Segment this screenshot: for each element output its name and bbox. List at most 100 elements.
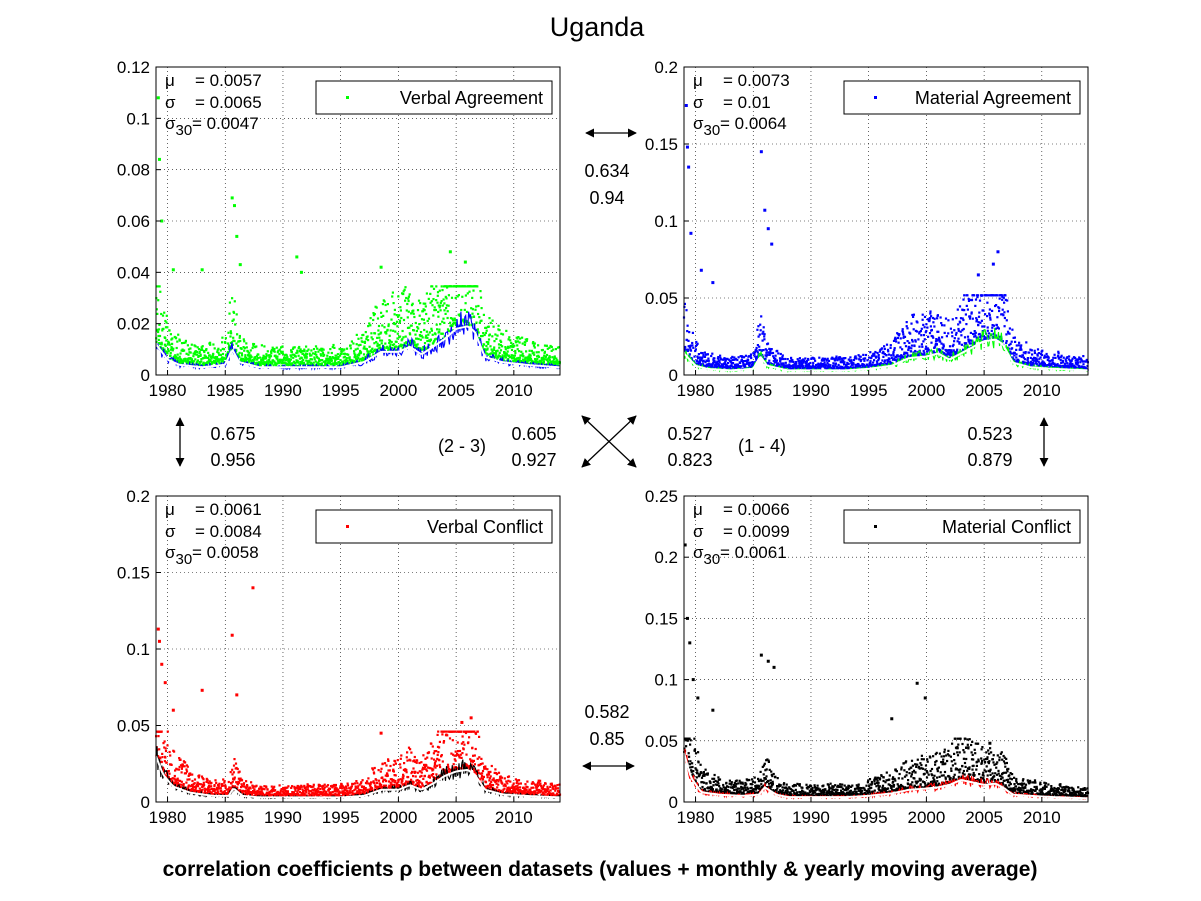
data-point <box>397 295 400 298</box>
data-point <box>231 785 234 788</box>
data-point <box>978 311 981 314</box>
data-point <box>453 758 456 761</box>
data-point <box>309 358 312 361</box>
data-point <box>212 352 215 355</box>
data-point <box>250 356 253 359</box>
data-point <box>337 792 340 795</box>
data-point <box>768 352 771 355</box>
data-point <box>443 768 446 771</box>
data-point <box>355 343 358 346</box>
x-tick-label: 2005 <box>437 381 475 400</box>
data-point <box>701 352 704 355</box>
data-point <box>322 791 325 794</box>
outlier-point <box>685 145 689 149</box>
data-point <box>223 780 226 783</box>
data-point <box>203 363 206 366</box>
data-point <box>838 358 841 361</box>
data-point <box>779 366 782 369</box>
data-point <box>155 308 158 311</box>
data-point <box>411 302 414 305</box>
data-point <box>267 354 270 357</box>
data-point <box>989 316 992 319</box>
data-point <box>252 344 255 347</box>
data-point <box>454 730 457 733</box>
data-point <box>892 352 895 355</box>
data-point <box>963 309 966 312</box>
data-point <box>413 315 416 319</box>
data-point <box>853 356 856 360</box>
data-point <box>245 787 248 790</box>
data-point <box>326 354 329 357</box>
data-point <box>337 357 340 360</box>
data-point <box>805 361 808 364</box>
data-point <box>788 363 791 366</box>
data-point <box>452 321 455 324</box>
data-point <box>231 297 234 300</box>
data-point <box>456 750 460 753</box>
data-point <box>368 352 371 355</box>
data-point <box>404 286 407 289</box>
data-point <box>449 317 453 320</box>
data-point <box>1033 349 1036 352</box>
data-point <box>818 356 821 359</box>
data-point <box>983 337 986 340</box>
outlier-point <box>684 104 688 107</box>
data-point <box>191 784 194 788</box>
data-point <box>893 358 897 361</box>
data-point <box>820 362 823 365</box>
data-point <box>158 323 161 326</box>
data-point <box>240 779 244 782</box>
data-point <box>985 294 988 297</box>
data-point <box>988 308 991 311</box>
data-point <box>978 299 982 302</box>
data-point <box>453 766 456 769</box>
data-point <box>356 347 359 350</box>
data-point <box>253 790 257 793</box>
data-point <box>533 346 536 349</box>
data-point <box>207 351 210 354</box>
data-point <box>252 786 255 789</box>
data-point <box>1019 347 1022 350</box>
data-point <box>835 357 838 360</box>
data-point <box>480 335 483 338</box>
data-point <box>226 791 229 794</box>
data-point <box>473 754 476 757</box>
data-point <box>197 776 200 779</box>
data-point <box>376 344 379 347</box>
data-point <box>756 351 759 354</box>
data-point <box>800 359 804 362</box>
data-point <box>202 778 205 781</box>
data-point <box>196 346 199 349</box>
data-point <box>364 347 367 350</box>
data-point <box>844 357 847 360</box>
data-point <box>157 755 160 758</box>
data-point <box>199 364 202 367</box>
data-point <box>920 327 923 330</box>
data-point <box>334 789 337 793</box>
data-point <box>165 761 168 764</box>
data-point <box>517 340 520 343</box>
data-point <box>286 356 289 359</box>
data-point <box>461 295 464 298</box>
data-point <box>730 362 733 365</box>
data-point <box>953 329 956 332</box>
data-point <box>1024 351 1027 354</box>
data-point <box>425 348 428 351</box>
data-point <box>230 341 234 344</box>
data-point <box>238 355 241 358</box>
data-point <box>306 362 309 365</box>
data-point <box>331 790 334 794</box>
data-point <box>395 340 398 343</box>
data-point <box>755 346 758 350</box>
data-point <box>390 318 393 321</box>
data-point <box>516 337 519 340</box>
data-point <box>961 329 964 332</box>
data-point <box>301 792 304 795</box>
data-point <box>922 353 925 356</box>
data-point <box>1020 355 1023 358</box>
data-point <box>456 295 459 298</box>
data-point <box>188 351 191 354</box>
data-point <box>430 781 433 784</box>
data-point <box>319 363 322 367</box>
